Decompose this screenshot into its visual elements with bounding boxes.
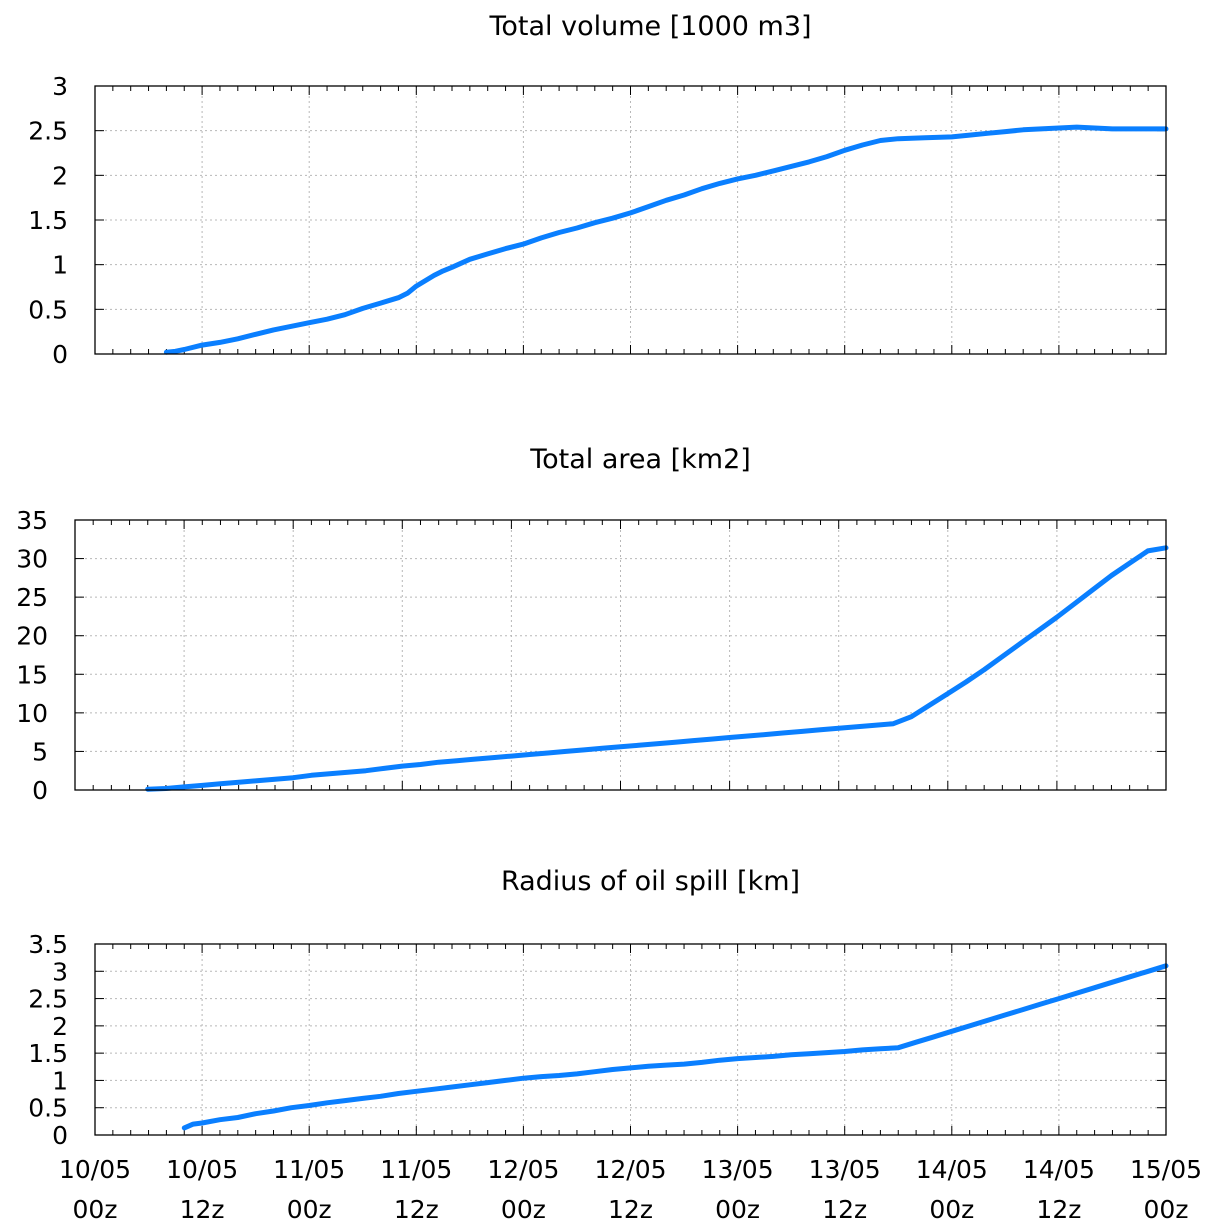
x-tick-label: 10/05 xyxy=(166,1155,238,1184)
x-tick-label: 11/05 xyxy=(380,1155,452,1184)
x-tick-label: 12z xyxy=(180,1195,225,1224)
y-tick-label: 35 xyxy=(16,506,48,535)
y-tick-label: 25 xyxy=(16,583,48,612)
x-tick-label: 12z xyxy=(822,1195,867,1224)
x-tick-label: 12/05 xyxy=(594,1155,666,1184)
x-tick-label: 12z xyxy=(394,1195,439,1224)
x-tick-label: 00z xyxy=(73,1195,118,1224)
data-series-line xyxy=(163,124,1169,355)
x-tick-label: 00z xyxy=(501,1195,546,1224)
plot-frame xyxy=(94,85,1167,355)
x-tick-label: 11/05 xyxy=(273,1155,345,1184)
x-tick-label: 14/05 xyxy=(1023,1155,1095,1184)
x-tick-label: 12z xyxy=(608,1195,653,1224)
x-tick-label: 12/05 xyxy=(487,1155,559,1184)
y-tick-label: 2 xyxy=(52,1012,68,1041)
x-tick-label: 10/05 xyxy=(59,1155,131,1184)
y-tick-label: 0.5 xyxy=(28,1094,68,1123)
chart-title: Radius of oil spill [km] xyxy=(501,866,800,897)
y-tick-label: 1 xyxy=(52,1066,68,1095)
y-tick-label: 0 xyxy=(52,1121,68,1150)
x-tick-label: 00z xyxy=(1144,1195,1189,1224)
y-tick-label: 5 xyxy=(32,737,48,766)
data-series-line xyxy=(145,545,1169,792)
y-tick-label: 3 xyxy=(52,72,68,101)
x-tick-label: 13/05 xyxy=(809,1155,881,1184)
y-tick-label: 3 xyxy=(52,957,68,986)
y-tick-label: 2.5 xyxy=(28,985,68,1014)
x-tick-label: 13/05 xyxy=(702,1155,774,1184)
plot-frame xyxy=(94,943,1167,1136)
y-tick-label: 1 xyxy=(52,251,68,280)
chart-title: Total area [km2] xyxy=(529,444,751,475)
y-tick-label: 1.5 xyxy=(28,206,68,235)
chart-panel-1: Total volume [1000 m3] 0 0.5 1 1.5 2 2.5 3 xyxy=(28,11,1169,369)
y-tick-label: 20 xyxy=(16,622,48,651)
chart-panel-3: Radius of oil spill [km] 00.511.522.533.5… xyxy=(28,866,1202,1224)
data-series-line xyxy=(181,963,1169,1131)
x-tick-label: 00z xyxy=(929,1195,974,1224)
y-tick-label: 1.5 xyxy=(28,1039,68,1068)
y-tick-label: 2 xyxy=(52,161,68,190)
y-tick-label: 2.5 xyxy=(28,117,68,146)
y-tick-label: 3.5 xyxy=(28,930,68,959)
x-tick-label: 12z xyxy=(1036,1195,1081,1224)
chart-panel-2: Total area [km2] 0 5 10 15 20 25 30 35 xyxy=(16,444,1169,805)
x-tick-label: 14/05 xyxy=(916,1155,988,1184)
x-tick-label: 00z xyxy=(287,1195,332,1224)
y-tick-label: 0.5 xyxy=(28,295,68,324)
chart-title: Total volume [1000 m3] xyxy=(488,11,811,42)
y-tick-label: 0 xyxy=(32,776,48,805)
y-tick-label: 10 xyxy=(16,699,48,728)
y-tick-label: 15 xyxy=(16,660,48,689)
y-tick-label: 0 xyxy=(52,340,68,369)
plot-frame xyxy=(74,519,1167,791)
x-tick-label: 00z xyxy=(715,1195,760,1224)
y-tick-label: 30 xyxy=(16,545,48,574)
x-tick-label: 15/05 xyxy=(1130,1155,1202,1184)
